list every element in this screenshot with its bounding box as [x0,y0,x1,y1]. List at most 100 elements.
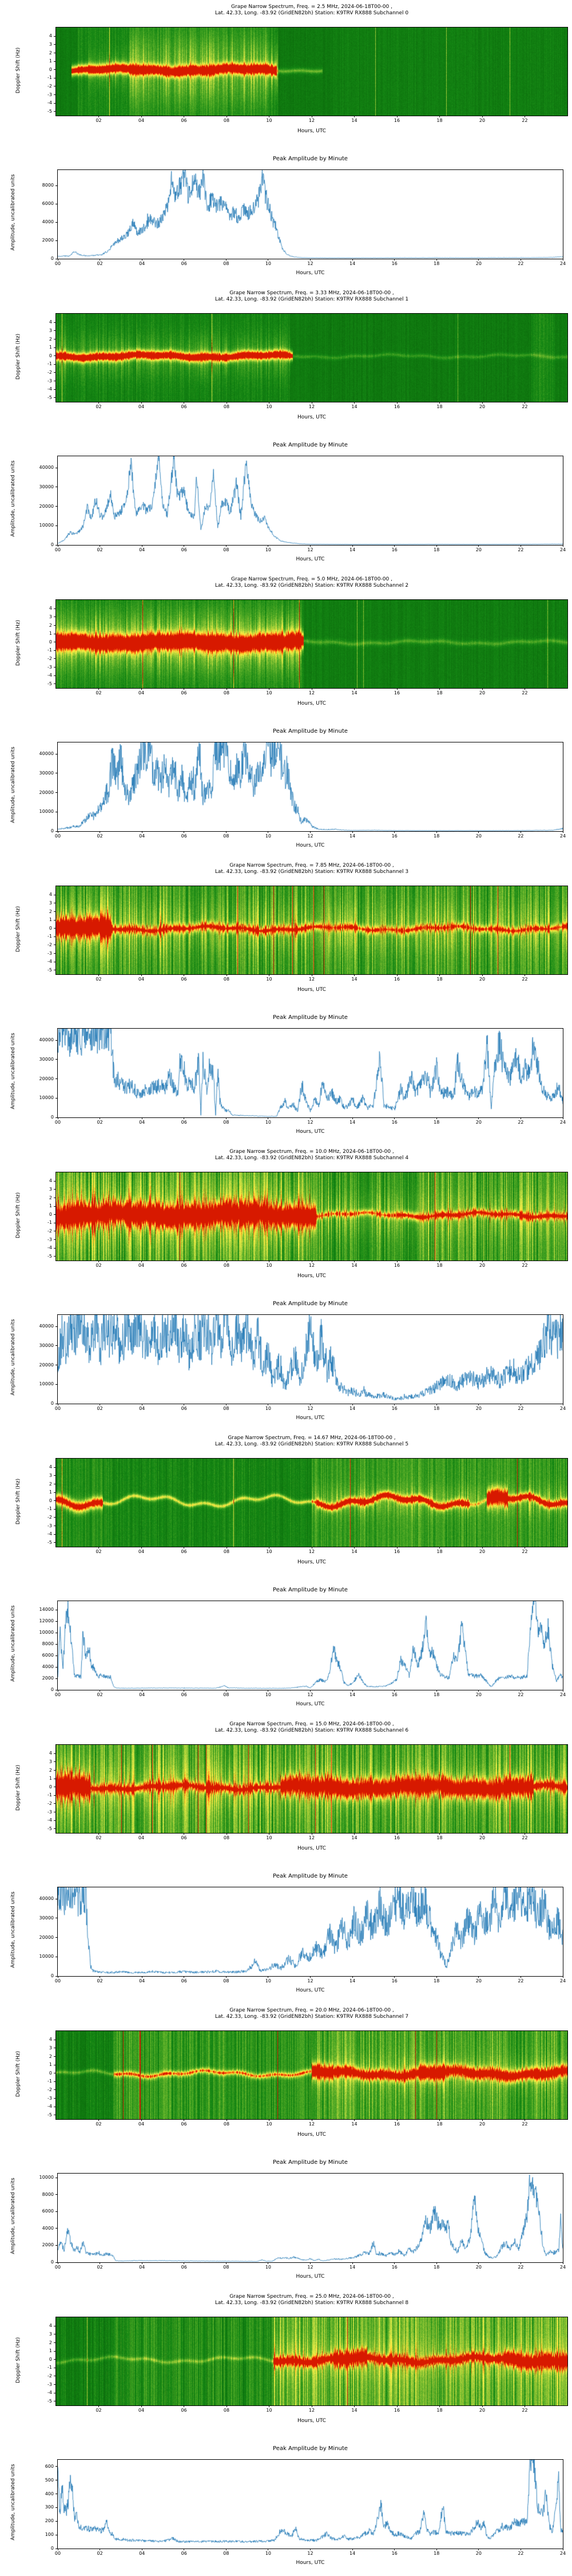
spec-y-tick-label: 3 [49,614,52,619]
spec-x-tick-label: 06 [181,2408,187,2413]
amp-y-tick-label: 20000 [39,789,54,795]
amp-x-tick-label: 12 [307,261,313,266]
amp-x-tick-mark [394,2262,395,2264]
amp-y-tick-label: 8000 [42,183,54,188]
amplitude-plot: 00 02 04 06 08 10 12 14 16 18 20 22 24 0 10000 20000 300… [39,1028,566,1125]
spec-y-tick-mark [54,911,55,912]
amp-y-tick-label: 4000 [42,219,54,225]
spec-y-tick-label: 0 [49,66,52,72]
spec-y-tick-label: 4 [49,1178,52,1184]
amp-x-tick-label: 08 [223,1692,229,1697]
amp-y-tick-label: 40000 [39,465,54,471]
spec-y-tick-label: 2 [49,1481,52,1487]
amp-x-tick-label: 20 [475,833,482,839]
spec-y-tick-label: -5 [47,967,52,973]
spec-y-tick-label: 3 [49,2045,52,2050]
spectrogram-title-line1: Grape Narrow Spectrum, Freq. = 5.0 MHz, … [231,576,392,582]
figure-panel: Grape Narrow Spectrum, Freq. = 2.5 MHz, … [0,0,572,286]
spec-y-tick-mark [54,2359,55,2360]
spec-y-tick-mark [54,1180,55,1182]
spec-x-tick-label: 20 [479,690,486,696]
spec-x-tick-mark [396,1261,398,1262]
amp-y-tick-mark [55,2245,57,2246]
amp-x-tick-mark [225,2262,227,2264]
amp-x-tick-mark [478,831,479,833]
amp-x-tick-mark [310,259,311,260]
spec-x-tick-label: 10 [266,977,272,982]
spec-x-tick-mark [396,688,398,690]
amp-y-tick-label: 20000 [39,1076,54,1081]
spec-x-tick-label: 12 [308,1835,315,1840]
amp-y-tick-label: 0 [50,1687,54,1692]
spec-x-tick-label: 10 [266,404,272,409]
spec-y-tick-label: -1 [47,2365,52,2370]
amp-y-tick-label: 300 [45,2504,54,2510]
spec-y-tick-mark [54,111,55,112]
spec-x-tick-mark [354,688,355,690]
spec-x-tick-mark [482,1261,483,1262]
spec-x-tick-label: 06 [181,977,187,982]
amp-x-tick-mark [478,2262,479,2264]
amp-x-tick-label: 12 [307,1406,313,1411]
amp-x-tick-label: 24 [559,547,566,552]
spec-y-tick-label: -2 [47,1514,52,1520]
spec-y-tick-label: -5 [47,1826,52,1831]
amp-y-tick-label: 8000 [42,1641,54,1646]
spec-x-tick-label: 20 [479,118,486,123]
spec-y-tick-label: 4 [49,2323,52,2329]
spec-x-tick-label: 18 [436,1263,443,1268]
amplitude-x-axis-label: Hours, UTC [296,1701,325,1707]
spec-x-tick-mark [354,116,355,117]
spec-x-tick-label: 20 [479,2121,486,2127]
spectrogram-heatmap [56,600,567,688]
amp-y-tick-mark [55,1326,57,1327]
spec-x-tick-mark [141,116,142,117]
amp-x-tick-label: 10 [265,2551,271,2556]
spec-y-tick-label: -4 [47,959,52,965]
spec-x-tick-label: 10 [266,1263,272,1268]
spectrogram-x-axis-label: Hours, UTC [297,414,326,420]
amp-x-tick-label: 12 [307,833,313,839]
spectrogram-title-line2: Lat. 42.33, Long. -83.92 (GridEN82bh) St… [214,1441,409,1447]
spec-x-tick-label: 22 [522,1549,528,1554]
amplitude-y-axis-label: Amplitude, uncalibrated units [10,1319,16,1396]
spec-x-tick-mark [482,974,483,976]
spec-y-tick-label: -3 [47,950,52,956]
spectrogram-title-line2: Lat. 42.33, Long. -83.92 (GridEN82bh) St… [214,297,409,302]
amp-x-tick-label: 10 [265,547,271,552]
amplitude-y-axis-label: Amplitude, uncalibrated units [10,2178,16,2254]
spec-x-tick-label: 22 [522,690,528,696]
spec-y-tick-label: 4 [49,1464,52,1470]
spec-x-tick-mark [396,402,398,404]
amp-y-tick-label: 40000 [39,1896,54,1902]
amp-x-tick-label: 00 [54,547,61,552]
spectrogram-title: Grape Narrow Spectrum, Freq. = 7.85 MHz,… [55,863,568,875]
amp-y-tick-mark [55,240,57,241]
amp-y-tick-label: 200 [45,2518,54,2524]
spectrogram-title-line1: Grape Narrow Spectrum, Freq. = 25.0 MHz,… [229,2294,394,2300]
amp-y-tick-mark [55,2228,57,2229]
amp-x-tick-label: 18 [434,833,440,839]
spec-x-tick-mark [482,1547,483,1548]
spectrogram-title-line2: Lat. 42.33, Long. -83.92 (GridEN82bh) St… [214,2014,409,2020]
spec-x-tick-label: 08 [223,2408,230,2413]
figure-panel: Grape Narrow Spectrum, Freq. = 14.67 MHz… [0,1431,572,1717]
spectrogram-title-line1: Grape Narrow Spectrum, Freq. = 3.33 MHz,… [229,290,394,296]
spec-x-tick-mark [354,2405,355,2407]
amp-x-tick-mark [352,259,353,260]
amp-x-tick-mark [478,2549,479,2550]
amp-y-tick-mark [55,1643,57,1645]
amp-x-tick-mark [436,259,437,260]
spectrogram-title: Grape Narrow Spectrum, Freq. = 20.0 MHz,… [55,2008,568,2020]
amp-y-tick-label: 0 [50,1401,54,1406]
amplitude-line-chart [58,2174,563,2262]
amp-y-tick-label: 0 [50,1115,54,1120]
spec-y-tick-mark [54,1508,55,1510]
spec-y-tick-label: 3 [49,327,52,333]
amplitude-chart-title: Peak Amplitude by Minute [273,1301,348,1307]
amplitude-plot: 00 02 04 06 08 10 12 14 16 18 20 22 24 0 10000 20000 300… [39,456,566,552]
spec-x-tick-label: 18 [436,118,443,123]
amplitude-y-axis-label: Amplitude, uncalibrated units [10,1605,16,1682]
spec-x-tick-label: 08 [223,1549,230,1554]
amplitude-line-chart [58,2460,563,2549]
